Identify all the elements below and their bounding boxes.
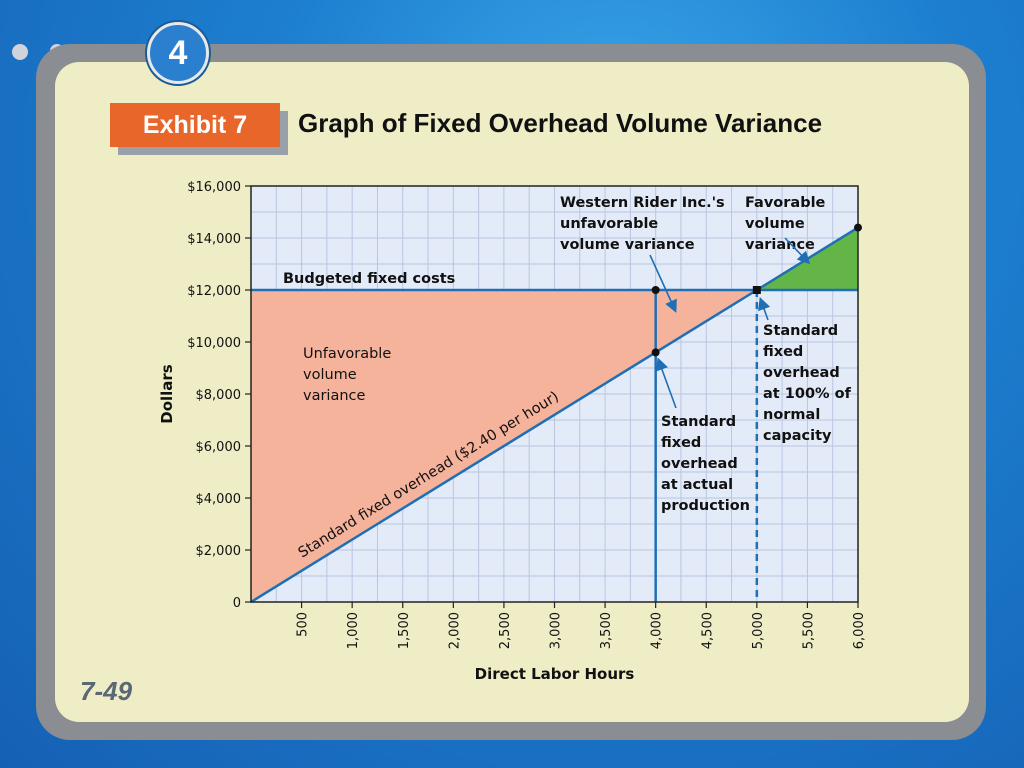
data-point — [651, 348, 660, 357]
x-tick-label: 500 — [296, 612, 311, 637]
favorable-variance-label: Favorable volume variance — [745, 195, 826, 253]
data-point — [752, 286, 761, 294]
axes: 0 $2,000 $4,000 $6,000 $8,000 $10,000 $12,000 $… — [158, 180, 867, 683]
decor-dot — [12, 44, 28, 60]
x-tick-label: 5,000 — [751, 612, 766, 649]
actual-production-arrow — [655, 357, 677, 409]
y-tick-label: $6,000 — [196, 440, 242, 455]
y-tick-label: $8,000 — [196, 388, 242, 403]
x-tick-label: 2,500 — [498, 612, 513, 649]
standard-overhead-normal-capacity-label: Standard fixed overhead at 100% of normal cap… — [763, 323, 852, 444]
data-points — [651, 223, 862, 357]
data-point — [651, 286, 660, 294]
y-tick-label: $4,000 — [196, 492, 242, 507]
exhibit-label: Exhibit 7 — [110, 103, 280, 147]
favorable-arrow — [784, 237, 811, 265]
budgeted-fixed-costs-label: Budgeted fixed costs — [283, 271, 455, 287]
page-number: 7-49 — [80, 676, 133, 706]
western-rider-variance-label: Western Rider Inc.'s unfavorable volume va… — [560, 195, 725, 253]
section-badge: 4 — [147, 22, 209, 84]
x-tick-label: 5,500 — [801, 612, 816, 649]
y-tick-label: $16,000 — [187, 180, 241, 195]
x-tick-label: 4,500 — [700, 612, 715, 649]
x-tick-label: 6,000 — [852, 612, 867, 649]
x-tick-label: 4,000 — [650, 612, 665, 649]
x-axis-title: Direct Labor Hours — [475, 665, 635, 683]
y-axis-title: Dollars — [158, 364, 176, 424]
slide-title: Graph of Fixed Overhead Volume Variance — [298, 108, 823, 138]
standard-overhead-actual-production-label: Standard fixed overhead at actual production — [661, 414, 750, 514]
x-tick-label: 3,000 — [549, 612, 564, 649]
y-tick-label: $2,000 — [196, 544, 242, 559]
data-point — [854, 223, 862, 232]
western-rider-arrow — [649, 254, 677, 313]
x-tick-label: 2,000 — [447, 612, 462, 649]
x-tick-label: 3,500 — [599, 612, 614, 649]
unfavorable-variance-label: Unfavorable volume variance — [303, 346, 391, 404]
y-tick-label: $12,000 — [187, 284, 241, 299]
y-tick-label: $14,000 — [187, 232, 241, 247]
x-tick-label: 1,000 — [346, 612, 361, 649]
y-tick-label: $10,000 — [187, 336, 241, 351]
normal-capacity-arrow — [758, 296, 771, 321]
y-tick-label: 0 — [233, 596, 241, 611]
x-tick-label: 1,500 — [397, 612, 412, 649]
